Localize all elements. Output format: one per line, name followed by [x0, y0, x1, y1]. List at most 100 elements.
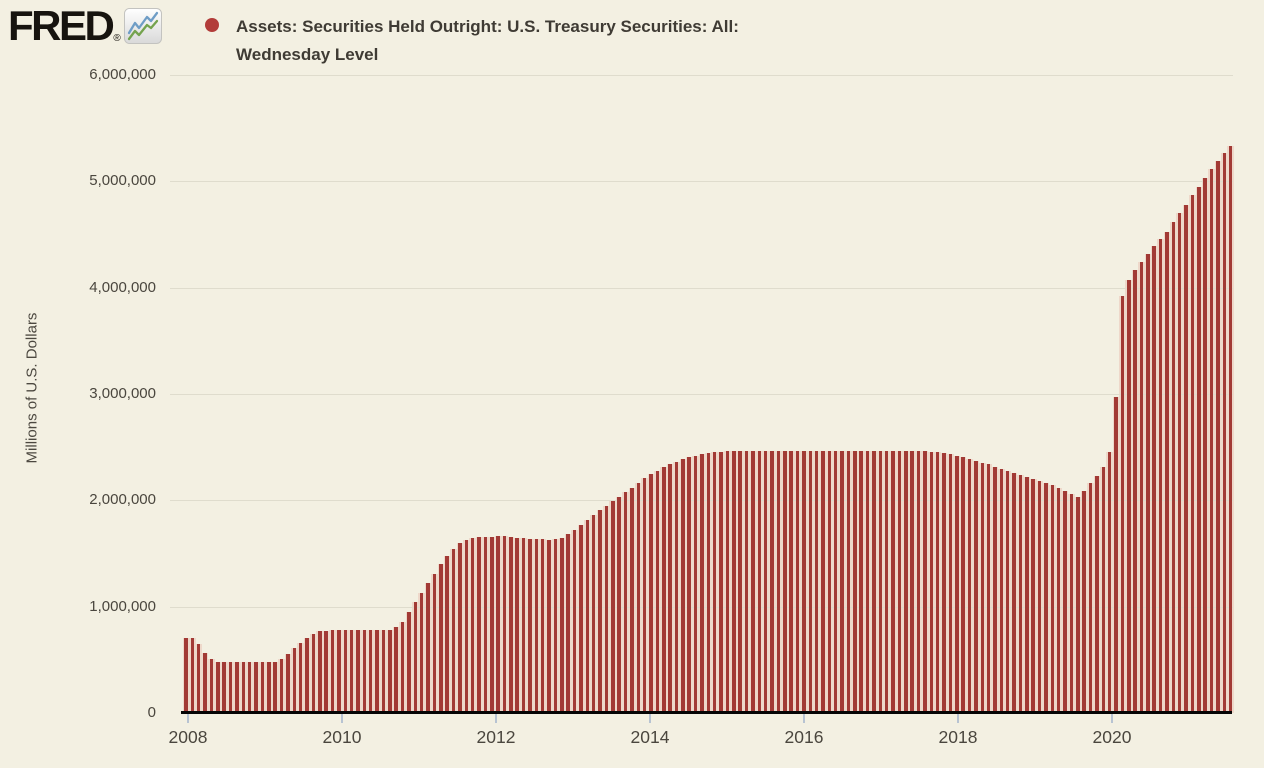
- bar: [986, 464, 991, 713]
- bar: [432, 573, 437, 713]
- bar: [604, 505, 609, 713]
- bar: [744, 451, 749, 713]
- gridline: [170, 394, 1233, 395]
- bar: [1056, 488, 1061, 713]
- bar: [521, 538, 526, 713]
- x-tick-mark: [957, 714, 959, 723]
- bar: [961, 457, 965, 713]
- bar: [808, 451, 812, 713]
- bar: [209, 658, 214, 713]
- x-tick-mark: [1111, 714, 1113, 723]
- bar: [509, 537, 513, 713]
- bar: [388, 629, 392, 713]
- bar: [814, 451, 819, 713]
- bar: [1171, 222, 1176, 713]
- bar: [343, 630, 347, 713]
- bar: [738, 451, 742, 713]
- bar: [910, 450, 914, 713]
- bar: [725, 451, 730, 713]
- bar: [528, 538, 532, 713]
- bar: [330, 630, 335, 713]
- bar: [770, 451, 774, 713]
- bar: [859, 451, 863, 713]
- series-title-line2: Wednesday Level: [236, 45, 379, 64]
- bar: [598, 510, 602, 713]
- bar: [216, 661, 220, 713]
- bar: [247, 662, 252, 713]
- bar: [732, 451, 736, 713]
- bar: [649, 474, 653, 713]
- bar: [279, 659, 284, 713]
- x-tick-label: 2018: [938, 727, 978, 747]
- bar: [419, 592, 424, 713]
- bar: [948, 454, 953, 713]
- bar: [1076, 497, 1080, 713]
- gridline: [170, 181, 1233, 183]
- bar: [1209, 169, 1214, 713]
- x-tick-mark: [495, 714, 497, 723]
- bar: [623, 492, 628, 713]
- bar: [833, 451, 838, 713]
- bar: [827, 451, 832, 713]
- bar: [1069, 494, 1074, 713]
- bar: [184, 637, 188, 713]
- bar: [407, 611, 411, 713]
- fred-logo-text: FRED: [8, 2, 115, 49]
- bar: [349, 630, 354, 713]
- bar: [687, 457, 691, 713]
- bar: [942, 453, 946, 713]
- bar: [1044, 483, 1048, 713]
- series-title-line1: Assets: Securities Held Outright: U.S. T…: [236, 17, 739, 36]
- bar: [757, 451, 762, 713]
- bar: [929, 451, 934, 713]
- bar: [318, 631, 322, 713]
- bar: [904, 450, 908, 713]
- bar: [426, 583, 430, 713]
- bar: [1005, 470, 1010, 713]
- fred-logo[interactable]: FRED ®: [8, 2, 162, 49]
- bar: [547, 539, 551, 713]
- bar: [1018, 475, 1023, 713]
- x-tick-label: 2010: [322, 727, 362, 747]
- bar: [821, 451, 825, 713]
- bar: [872, 451, 876, 713]
- bar: [560, 538, 564, 713]
- bar: [566, 534, 570, 713]
- bar: [1031, 479, 1035, 713]
- bar: [553, 539, 558, 713]
- bar: [655, 470, 660, 713]
- bar: [190, 637, 195, 713]
- bar: [267, 662, 271, 713]
- y-tick-label: 1,000,000: [89, 597, 156, 615]
- bar: [196, 643, 201, 713]
- bar: [783, 451, 787, 713]
- bar: [311, 633, 316, 713]
- bar: [375, 630, 379, 713]
- gridline: [170, 287, 1233, 289]
- bar: [1127, 279, 1131, 713]
- bar: [999, 468, 1004, 713]
- bar: [241, 662, 246, 713]
- bar: [260, 662, 265, 713]
- bar: [662, 467, 666, 713]
- bar: [1203, 177, 1207, 713]
- bar: [1216, 160, 1220, 713]
- bar: [617, 497, 621, 713]
- bar: [967, 458, 972, 713]
- bar: [923, 451, 927, 713]
- bar: [980, 462, 984, 713]
- x-tick-label: 2016: [784, 727, 824, 747]
- bar: [458, 542, 462, 713]
- line-chart-icon: [123, 8, 162, 44]
- bar: [572, 529, 577, 713]
- bar: [853, 451, 857, 713]
- series-legend-dot: [205, 18, 219, 32]
- bar: [203, 652, 207, 713]
- bar: [356, 630, 360, 713]
- bar: [585, 520, 590, 713]
- bar: [700, 454, 704, 713]
- y-tick-label: 2,000,000: [89, 491, 156, 509]
- bar: [935, 452, 940, 713]
- bar: [1197, 186, 1201, 713]
